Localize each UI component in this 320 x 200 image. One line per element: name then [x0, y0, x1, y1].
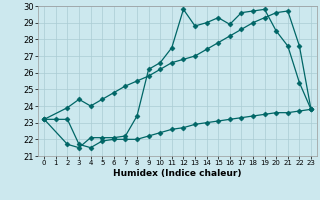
X-axis label: Humidex (Indice chaleur): Humidex (Indice chaleur): [113, 169, 242, 178]
